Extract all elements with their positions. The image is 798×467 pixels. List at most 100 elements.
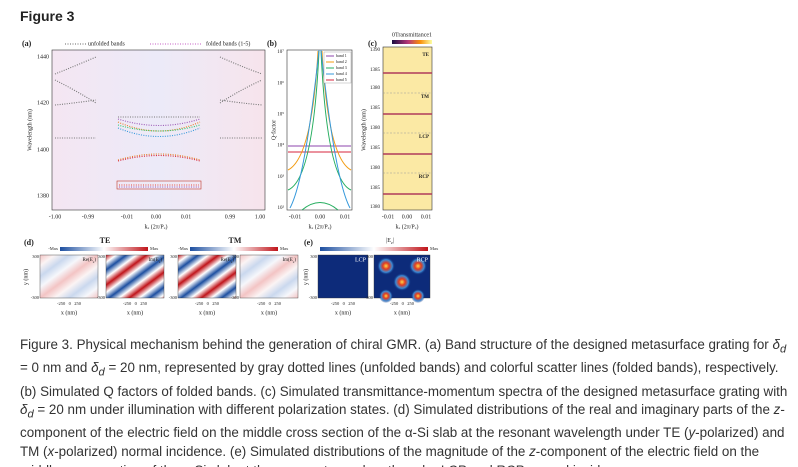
- caption-subscript: d: [779, 343, 787, 356]
- y-tick-label: -300: [365, 295, 374, 300]
- y-tick-label: 10⁶: [277, 80, 284, 86]
- colorbar-label: -Max: [178, 246, 188, 251]
- colorbar-label: 0: [392, 32, 395, 38]
- x-axis-label: x (nm): [261, 309, 277, 316]
- y-tick-label: 1440: [37, 54, 49, 60]
- y-axis-label: y (nm): [302, 269, 309, 285]
- state-label: TE: [422, 53, 429, 58]
- figure: (a) unfolded bands folded bands (1-5) Wa…: [22, 32, 439, 316]
- caption-symbol: δ: [20, 402, 28, 418]
- x-tick-label: -0.99: [82, 214, 95, 220]
- heatmap-title-part: Re(E: [220, 258, 230, 263]
- heatmap-title-part: ): [160, 258, 162, 263]
- y-tick-label: 1400: [37, 147, 49, 153]
- y-tick-label: 10²: [278, 205, 285, 211]
- heatmap: [317, 254, 369, 299]
- plot-area: [382, 46, 433, 211]
- panel-label: (e): [304, 238, 313, 247]
- caption-symbol: z: [773, 402, 781, 418]
- state-label: LCP: [419, 135, 429, 140]
- x-tick-label: -0.01: [289, 214, 302, 220]
- y-tick-label: 10⁷: [277, 49, 284, 55]
- colorbar: [60, 247, 148, 251]
- colorbar-label: -Max: [48, 246, 58, 251]
- caption-text: -polarized) normal incidence. (e) Simula…: [54, 443, 530, 459]
- field-title-part: z: [391, 240, 393, 245]
- x-tick-label: 0.00: [402, 214, 413, 220]
- dividers: [383, 92, 432, 174]
- x-tick-label: -250 0 250: [390, 301, 415, 306]
- heatmap-title-part: ): [94, 258, 96, 263]
- resonances: [383, 72, 432, 195]
- heatmap-title-part: ): [294, 258, 296, 263]
- heatmap-title: RCP: [417, 257, 429, 263]
- field-title: |Ez|: [386, 238, 394, 245]
- x-tick-label: -250 0 250: [195, 301, 220, 306]
- heatmap: [105, 254, 165, 299]
- y-tick-label: 1385: [370, 186, 381, 191]
- plot-area: [51, 49, 266, 211]
- y-tick-label: 1390: [370, 48, 381, 53]
- y-tick-label: 300: [32, 254, 40, 259]
- heatmap-title-part: z: [159, 260, 161, 264]
- legend-label: band 1: [336, 53, 347, 58]
- panel-label: (a): [22, 39, 32, 48]
- x-axis-label: kₓ (2π/Pₓ): [144, 223, 167, 230]
- caption-symbol: δ: [772, 337, 780, 352]
- legend-label: unfolded bands: [88, 40, 125, 47]
- colorbar: [320, 247, 428, 251]
- x-tick-label: 0.01: [181, 214, 192, 220]
- y-tick-label: 10⁵: [277, 112, 284, 118]
- y-tick-label: 300: [98, 254, 106, 259]
- colorbar-label: Max: [280, 246, 289, 251]
- y-tick-label: 1380: [370, 166, 381, 171]
- heatmap-title: LCP: [355, 257, 367, 263]
- legend-label: band 4: [336, 71, 347, 76]
- heatmap-title-part: Im(E: [282, 258, 292, 263]
- x-tick-label: -0.01: [121, 214, 134, 220]
- y-tick-label: 1380: [370, 205, 381, 210]
- colorbar-label: 1: [429, 32, 432, 38]
- polarization-title: TE: [100, 236, 111, 245]
- panel-label: (d): [24, 238, 34, 247]
- caption-text: = 0 nm and: [20, 360, 92, 376]
- x-axis-label: x (nm): [199, 309, 215, 316]
- caption-symbol: z: [529, 443, 536, 459]
- heatmap: [239, 254, 299, 299]
- field-title-part: |: [393, 238, 394, 244]
- x-axis-label: x (nm): [394, 309, 410, 316]
- x-tick-label: -0.01: [382, 214, 395, 220]
- caption-text: = 20 nm, represented by gray dotted line…: [20, 360, 788, 399]
- y-tick-label: 1385: [370, 68, 381, 73]
- caption-symbol: x: [47, 443, 55, 459]
- y-tick-label: -300: [309, 295, 318, 300]
- y-tick-label: 1380: [370, 86, 381, 91]
- y-tick-label: -300: [169, 295, 178, 300]
- y-tick-label: 1380: [370, 126, 381, 131]
- caption-text: -component of the electric field on the …: [20, 443, 760, 467]
- colorbar: [392, 40, 432, 44]
- caption-symbol: y: [688, 425, 696, 441]
- x-tick-label: 0.00: [151, 214, 162, 220]
- y-tick-label: 1420: [37, 100, 49, 106]
- caption-text: -component of the electric field on the …: [20, 402, 785, 441]
- heatmap-title-part: Re(E: [82, 258, 92, 263]
- polarization-title: TM: [229, 236, 242, 245]
- x-tick-label: 0.01: [340, 214, 351, 220]
- caption-text: = 20 nm under illumination with differen…: [33, 402, 774, 418]
- x-tick-label: 0.01: [421, 214, 432, 220]
- y-axis-label: Wavelength (nm): [26, 109, 33, 151]
- y-tick-label: 300: [170, 254, 178, 259]
- panel-label: (c): [368, 39, 377, 48]
- heatmap-title: Re(Ez): [220, 258, 234, 264]
- panel-label: (b): [267, 39, 277, 48]
- q-curves: [287, 49, 352, 211]
- heatmap-title-part: z: [93, 260, 95, 264]
- x-tick-label: -250 0 250: [257, 301, 282, 306]
- y-tick-label: 10⁴: [277, 143, 284, 149]
- x-axis-label: x (nm): [335, 309, 351, 316]
- heatmap-title: Im(Ez): [148, 258, 162, 264]
- heatmap-title-part: ): [232, 258, 234, 263]
- caption-subscript: d: [98, 366, 105, 379]
